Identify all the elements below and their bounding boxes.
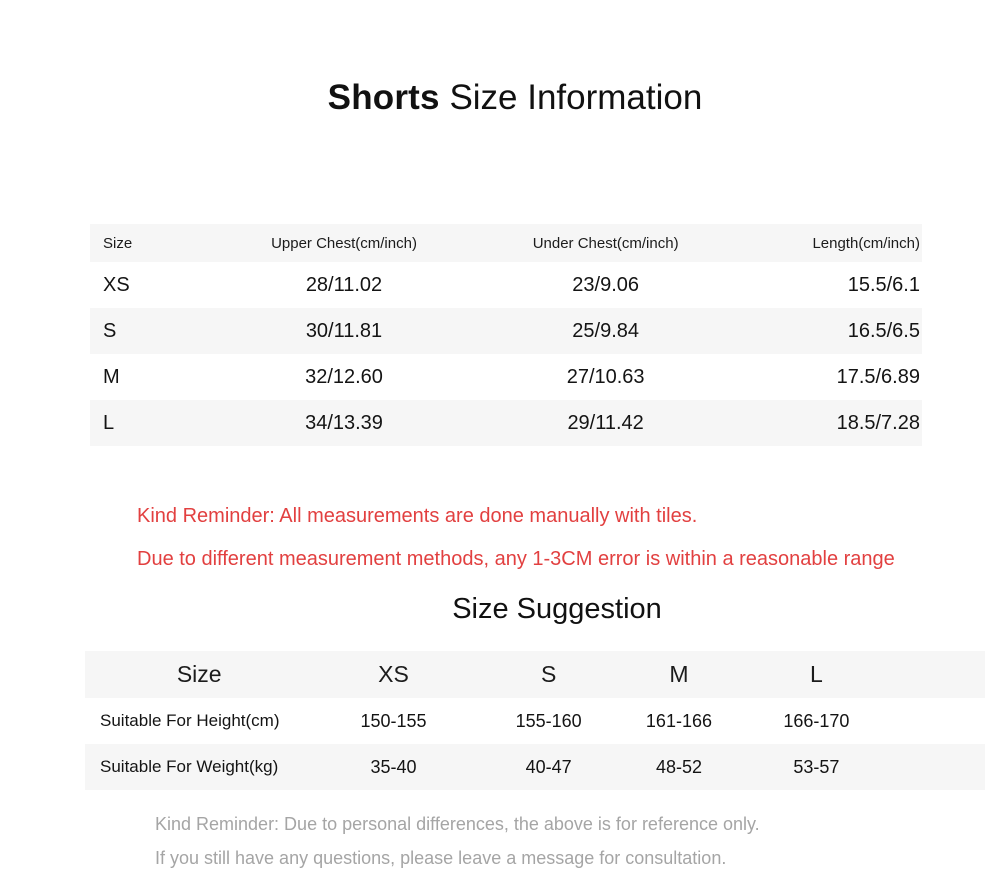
column-header-upper-chest: Upper Chest(cm/inch) xyxy=(271,234,417,252)
measurement-reminder: Kind Reminder: All measurements are done… xyxy=(137,504,1000,571)
cell-upper-chest: 28/11.02 xyxy=(305,273,383,296)
cell-length: 15.5/6.1 xyxy=(847,273,920,296)
cell-size: XS xyxy=(103,273,130,296)
cell-weight-s: 40-47 xyxy=(525,756,572,777)
cell-height-xs: 150-155 xyxy=(360,710,427,731)
cell-weight-l: 53-57 xyxy=(793,756,840,777)
cell-height-m: 161-166 xyxy=(645,710,712,731)
cell-row-label: Suitable For Height(cm) xyxy=(100,711,280,730)
column-header-xs: XS xyxy=(378,661,409,687)
size-suggestion-title: Size Suggestion xyxy=(452,593,662,625)
column-header-size: Size xyxy=(176,661,222,687)
cell-under-chest: 29/11.42 xyxy=(567,411,644,434)
table-header-row: Size Upper Chest(cm/inch) Under Chest(cm… xyxy=(90,224,922,262)
cell-under-chest: 23/9.06 xyxy=(572,273,639,296)
cell-size: M xyxy=(103,365,120,388)
reminder-line-2: Due to different measurement methods, an… xyxy=(137,548,895,570)
table-header-row: Size XS S M L xyxy=(85,651,985,698)
spacer-cell xyxy=(899,698,985,744)
page-title: Shorts Size Information xyxy=(0,76,1000,120)
footer-reminder: Kind Reminder: Due to personal differenc… xyxy=(155,812,1000,870)
reminder-line-1: Kind Reminder: All measurements are done… xyxy=(137,505,698,527)
suggestion-table-header: Size XS S M L xyxy=(85,651,985,698)
cell-height-l: 166-170 xyxy=(783,710,850,731)
spacer-cell xyxy=(899,744,985,790)
size-suggestion-table: Size XS S M L Suitable For Height(cm) 15… xyxy=(85,651,985,790)
cell-length: 16.5/6.5 xyxy=(847,319,920,342)
suggestion-table-body: Suitable For Height(cm) 150-155 155-160 … xyxy=(85,698,985,790)
size-measurement-table: Size Upper Chest(cm/inch) Under Chest(cm… xyxy=(90,224,922,446)
cell-size: S xyxy=(103,319,117,342)
footer-line-2: If you still have any questions, please … xyxy=(155,848,727,868)
cell-upper-chest: 30/11.81 xyxy=(305,319,383,342)
column-header-size: Size xyxy=(103,234,133,252)
size-table-body: XS 28/11.02 23/9.06 15.5/6.1 S 30/11.81 … xyxy=(90,262,922,446)
cell-weight-xs: 35-40 xyxy=(370,756,417,777)
cell-weight-m: 48-52 xyxy=(655,756,702,777)
column-header-s: S xyxy=(540,661,557,687)
table-row-xs: XS 28/11.02 23/9.06 15.5/6.1 xyxy=(90,262,922,308)
table-row-l: L 34/13.39 29/11.42 18.5/7.28 xyxy=(90,400,922,446)
cell-upper-chest: 34/13.39 xyxy=(305,411,383,434)
cell-height-s: 155-160 xyxy=(515,710,582,731)
table-row-height: Suitable For Height(cm) 150-155 155-160 … xyxy=(85,698,985,744)
cell-size: L xyxy=(103,411,115,434)
cell-length: 18.5/7.28 xyxy=(836,411,920,434)
column-header-m: M xyxy=(669,661,689,687)
table-row-weight: Suitable For Weight(kg) 35-40 40-47 48-5… xyxy=(85,744,985,790)
column-header-length: Length(cm/inch) xyxy=(812,234,920,252)
footer-line-1: Kind Reminder: Due to personal differenc… xyxy=(155,814,760,834)
column-header-under-chest: Under Chest(cm/inch) xyxy=(532,234,679,252)
cell-upper-chest: 32/12.60 xyxy=(305,365,383,388)
column-header-l: L xyxy=(809,661,823,687)
cell-under-chest: 27/10.63 xyxy=(566,365,645,388)
page-title-product: Shorts xyxy=(327,78,440,117)
cell-length: 17.5/6.89 xyxy=(836,365,920,388)
table-row-s: S 30/11.81 25/9.84 16.5/6.5 xyxy=(90,308,922,354)
page-title-suffix: Size Information xyxy=(449,78,703,117)
cell-under-chest: 25/9.84 xyxy=(572,319,639,342)
spacer-cell xyxy=(899,651,985,698)
size-table-header: Size Upper Chest(cm/inch) Under Chest(cm… xyxy=(90,224,922,262)
cell-row-label: Suitable For Weight(kg) xyxy=(100,757,279,776)
table-row-m: M 32/12.60 27/10.63 17.5/6.89 xyxy=(90,354,922,400)
